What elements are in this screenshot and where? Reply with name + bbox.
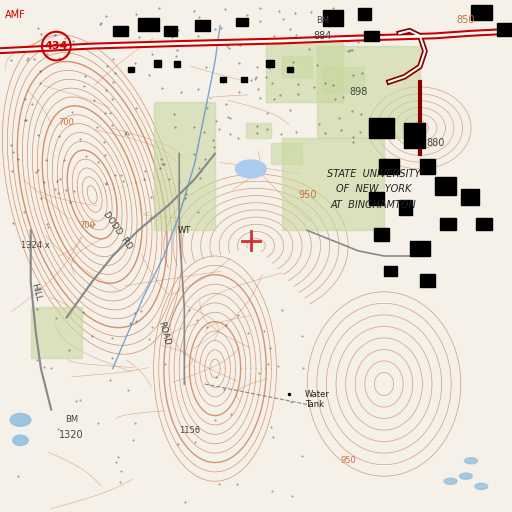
Bar xyxy=(220,77,226,82)
Bar xyxy=(128,67,134,72)
Text: 898: 898 xyxy=(349,87,368,97)
Bar xyxy=(246,123,271,138)
Ellipse shape xyxy=(236,160,266,178)
Text: HILL: HILL xyxy=(29,282,42,302)
Bar xyxy=(379,159,399,174)
Bar xyxy=(323,10,343,26)
Text: 950: 950 xyxy=(298,189,316,200)
Text: WT: WT xyxy=(178,226,191,235)
Ellipse shape xyxy=(475,483,487,489)
Bar xyxy=(266,60,274,67)
Bar xyxy=(404,123,425,148)
Text: 884: 884 xyxy=(313,31,332,41)
Ellipse shape xyxy=(10,414,31,426)
Bar xyxy=(410,241,430,256)
Text: STATE  UNIVERSITY: STATE UNIVERSITY xyxy=(327,169,420,179)
Bar xyxy=(282,56,312,77)
Bar xyxy=(471,5,492,20)
Bar xyxy=(384,266,397,276)
Text: AMF: AMF xyxy=(5,10,26,20)
Ellipse shape xyxy=(465,458,477,464)
Bar xyxy=(113,26,128,36)
Bar xyxy=(435,177,456,195)
Bar xyxy=(236,18,248,26)
Text: 1324 x: 1324 x xyxy=(22,241,50,250)
Bar xyxy=(420,159,435,174)
Ellipse shape xyxy=(460,473,472,479)
Bar xyxy=(497,23,512,36)
Bar xyxy=(154,102,215,230)
Bar xyxy=(138,18,159,31)
Bar xyxy=(282,138,384,230)
Ellipse shape xyxy=(13,435,28,445)
Text: 700: 700 xyxy=(79,221,95,230)
Bar xyxy=(174,61,180,67)
Bar xyxy=(476,218,492,230)
Bar xyxy=(369,192,384,205)
Text: OF  NEW  YORK: OF NEW YORK xyxy=(336,184,412,195)
Bar xyxy=(241,77,247,82)
Text: BM: BM xyxy=(65,415,78,424)
Text: Water
Tank: Water Tank xyxy=(305,390,330,409)
Bar xyxy=(154,60,161,67)
Bar xyxy=(195,20,210,31)
Text: BM: BM xyxy=(316,16,329,25)
Text: DODD  RD: DODD RD xyxy=(101,210,134,251)
Bar xyxy=(399,200,412,215)
Text: 1156: 1156 xyxy=(179,425,200,435)
Text: 434: 434 xyxy=(45,41,68,51)
Bar xyxy=(271,143,302,164)
Bar xyxy=(266,41,343,102)
Text: 950: 950 xyxy=(340,456,356,465)
Text: 880: 880 xyxy=(426,138,444,148)
Bar xyxy=(358,8,371,20)
Text: 1320: 1320 xyxy=(59,430,84,440)
Bar xyxy=(440,218,456,230)
Bar xyxy=(364,31,379,41)
Bar xyxy=(369,118,394,138)
Ellipse shape xyxy=(444,478,457,484)
Text: 850: 850 xyxy=(457,15,475,26)
Bar xyxy=(317,46,420,138)
Bar xyxy=(164,26,177,36)
Bar xyxy=(420,274,435,287)
Bar xyxy=(287,67,293,72)
Text: AT  BINGHAMTON: AT BINGHAMTON xyxy=(331,200,417,210)
Bar xyxy=(31,307,82,358)
Text: 700: 700 xyxy=(58,118,75,127)
Bar xyxy=(461,189,479,205)
Text: ROAD: ROAD xyxy=(156,319,172,346)
Bar xyxy=(323,67,364,92)
Bar xyxy=(374,228,389,241)
